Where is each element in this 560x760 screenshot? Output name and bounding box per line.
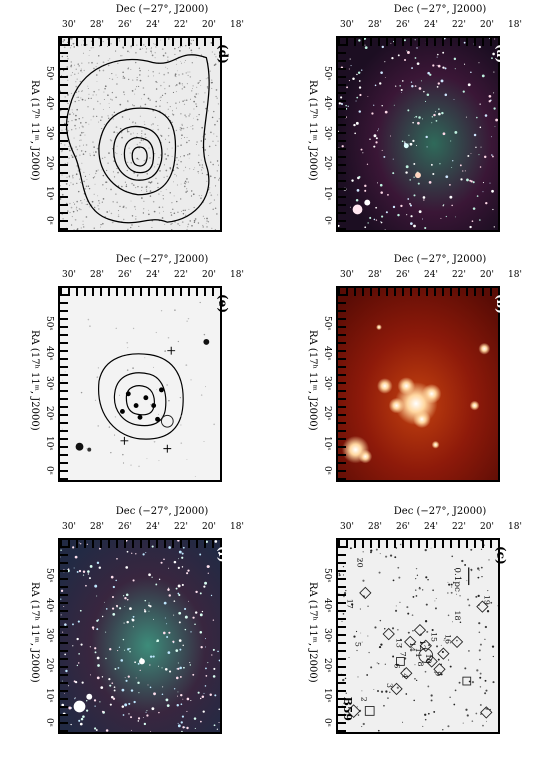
tick-row-a (338, 38, 498, 46)
dec-axis-label-d: Dec (−27°, J2000) (115, 4, 209, 15)
tick-row-d (60, 38, 220, 46)
panel-e-tag: (e) (216, 294, 230, 313)
panel-f-color-image (58, 538, 222, 734)
panel-c-source-label-16: 16 (443, 634, 452, 644)
ra-axis-label-f: RA (17ʰ 11ᵐ, J2000) (29, 582, 40, 683)
ra-axis-label-c: RA (17ʰ 11ᵐ, J2000) (307, 582, 318, 683)
tick-row-b (338, 288, 498, 296)
dec-ticks-left-row2: 30' 28' 26' 24' 22' 20' 18' (62, 270, 244, 280)
panel-c-markers (346, 586, 493, 719)
dec-axis-label-a: Dec (−27°, J2000) (393, 4, 487, 15)
panel-c-source-label-13: 13 (395, 638, 404, 648)
tick-col-a (338, 38, 346, 230)
panel-c-source-label-3: 3 (385, 683, 394, 688)
ra-axis-label-d: RA (17ʰ 11ᵐ, J2000) (29, 80, 40, 181)
panel-c-source-map: 1 2 3 4 5 6 7 8 9 10 11 12 13 14 15 16 1… (336, 538, 500, 734)
dec-axis-label-e: Dec (−27°, J2000) (115, 254, 209, 265)
panel-c-scale-bar-label: 0.1pc (452, 567, 462, 592)
panel-c-source-label-2: 2 (359, 697, 368, 702)
panel-c-source-label-20: 20 (356, 558, 365, 568)
panel-c-source-label-1: 1 (342, 712, 351, 717)
panel-d-tag: (d) (216, 44, 230, 64)
dec-axis-label-b: Dec (−27°, J2000) (393, 254, 487, 265)
panel-e-sources (120, 387, 164, 422)
panel-f-tag: (f) (216, 546, 230, 563)
tick-row-c (338, 540, 498, 548)
dec-ticks-right-row2: 30' 28' 26' 24' 22' 20' 18' (340, 270, 522, 280)
tick-col-b (338, 288, 346, 480)
panel-a-stars (338, 38, 498, 230)
dec-ticks-left-row3: 30' 28' 26' 24' 22' 20' 18' (62, 522, 244, 532)
tick-row-e (60, 288, 220, 296)
dec-axis-label-c: Dec (−27°, J2000) (393, 506, 487, 517)
dec-ticks-left-row1: 30' 28' 26' 24' 22' 20' 18' (62, 20, 244, 30)
panel-e-cross-markers (120, 346, 176, 453)
panel-b-infrared-image (336, 286, 500, 482)
panel-c-tag: (c) (494, 546, 508, 565)
panel-c-source-label-17: 17 (346, 599, 355, 609)
tick-row-f (60, 540, 220, 548)
panel-c-source-label-10: 10 (424, 654, 433, 664)
panel-e-greyscale-image (58, 286, 222, 482)
panel-a-tag: (a) (494, 44, 508, 64)
panel-c-source-label-4: 4 (400, 673, 409, 678)
tick-col-f (60, 540, 68, 732)
tick-col-d (60, 38, 68, 230)
panel-c-source-label-18: 18 (453, 611, 462, 621)
ra-axis-label-a: RA (17ʰ 11ᵐ, J2000) (307, 80, 318, 181)
dec-ticks-right-row1: 30' 28' 26' 24' 22' 20' 18' (340, 20, 522, 30)
tick-col-e (60, 288, 68, 480)
panel-b-tag: (b) (494, 294, 508, 314)
panel-c-source-label-7: 7 (398, 652, 407, 657)
panel-c-source-label-15: 15 (430, 632, 439, 642)
panel-c-source-label-9: 9 (434, 671, 443, 676)
panel-a-color-image (336, 36, 500, 232)
panel-d-contour-map (58, 36, 222, 232)
panel-c-source-label-5: 5 (354, 642, 363, 647)
panel-c-source-label-19: 19 (482, 595, 491, 605)
panel-c-source-label-11: 11 (414, 648, 423, 658)
panel-c-source-label-14: 14 (408, 642, 417, 652)
panel-c-source-label-12: 12 (418, 640, 427, 650)
panel-f-stars (60, 540, 220, 732)
panel-d-contours (65, 54, 210, 224)
panel-c-source-label-8: 8 (416, 661, 425, 666)
panel-c-source-label-6: 6 (393, 663, 402, 668)
dec-axis-label-f: Dec (−27°, J2000) (115, 506, 209, 517)
ra-axis-label-e: RA (17ʰ 11ᵐ, J2000) (29, 330, 40, 431)
dec-ticks-right-row3: 30' 28' 26' 24' 22' 20' 18' (340, 522, 522, 532)
tick-col-c (338, 540, 346, 732)
ra-axis-label-b: RA (17ʰ 11ᵐ, J2000) (307, 330, 318, 431)
